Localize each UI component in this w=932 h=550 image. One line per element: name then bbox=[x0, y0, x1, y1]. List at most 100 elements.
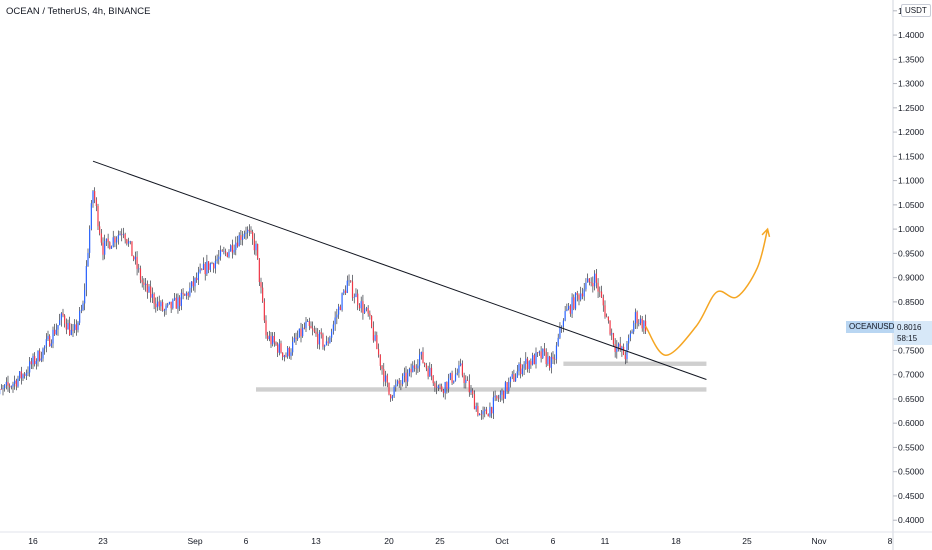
candle-body bbox=[52, 329, 54, 344]
candle-body bbox=[45, 339, 47, 347]
price-tick-label: 0.9500 bbox=[898, 248, 924, 258]
candle-body bbox=[64, 315, 66, 324]
candle-body bbox=[278, 343, 280, 353]
candle-body bbox=[90, 203, 92, 230]
candle-body bbox=[367, 307, 369, 314]
candle-body bbox=[606, 316, 608, 318]
candle-body bbox=[114, 237, 116, 243]
candle-body bbox=[144, 283, 147, 285]
candle-body bbox=[371, 315, 373, 328]
candle-body bbox=[456, 372, 458, 375]
candle-body bbox=[127, 241, 130, 244]
candle-body bbox=[206, 261, 208, 275]
candle-body bbox=[434, 383, 436, 388]
candle-body bbox=[468, 380, 470, 393]
candle-body bbox=[540, 351, 542, 359]
candle-body bbox=[398, 380, 400, 384]
candle-body bbox=[638, 323, 640, 324]
trendline[interactable] bbox=[92, 160, 707, 380]
candle-body bbox=[581, 293, 584, 297]
candle-body bbox=[424, 362, 426, 366]
candle-body bbox=[466, 379, 469, 381]
currency-unit-button[interactable]: USDT bbox=[901, 4, 931, 17]
candle-body bbox=[555, 345, 558, 360]
time-tick-label: 6 bbox=[244, 536, 249, 546]
candle-body bbox=[257, 243, 259, 259]
support-zone[interactable] bbox=[563, 361, 707, 366]
candle-body bbox=[139, 268, 142, 280]
price-tick-label: 0.7500 bbox=[898, 345, 924, 355]
candle-body bbox=[17, 378, 19, 387]
last-price-value: 0.8016 bbox=[897, 323, 922, 332]
projection-path[interactable] bbox=[644, 228, 769, 357]
candle-body bbox=[285, 355, 287, 357]
candle-body bbox=[564, 311, 566, 321]
candle-body bbox=[89, 229, 91, 253]
candle-body bbox=[324, 344, 326, 347]
candle-body bbox=[358, 305, 361, 309]
candle-body bbox=[482, 411, 484, 415]
candle-body bbox=[19, 371, 21, 379]
candle-body bbox=[639, 318, 642, 324]
candle-body bbox=[451, 373, 453, 383]
candle-body bbox=[262, 287, 264, 302]
candle-body bbox=[322, 334, 324, 347]
candle-body bbox=[303, 327, 305, 329]
candle-body bbox=[39, 350, 41, 361]
support-zone[interactable] bbox=[256, 387, 707, 392]
price-tick-label: 0.6000 bbox=[898, 418, 924, 428]
candle-body bbox=[569, 305, 571, 314]
candle-body bbox=[432, 375, 434, 384]
candle-body bbox=[230, 245, 232, 252]
candle-body bbox=[580, 293, 582, 300]
candle-body bbox=[331, 331, 333, 338]
candle-body bbox=[339, 306, 341, 311]
candle-body bbox=[243, 233, 245, 237]
candle-body bbox=[54, 329, 56, 335]
candle-body bbox=[70, 329, 72, 336]
candle-body bbox=[12, 383, 14, 387]
candle-body bbox=[287, 347, 289, 357]
candle-body bbox=[578, 294, 580, 300]
candle-body bbox=[268, 336, 270, 340]
price-tick-label: 0.5000 bbox=[898, 467, 924, 477]
candle-body bbox=[337, 306, 340, 315]
candle-body bbox=[508, 381, 510, 391]
candle-body bbox=[497, 398, 500, 400]
candle-body bbox=[184, 294, 186, 296]
candle-body bbox=[199, 269, 201, 273]
candle-body bbox=[67, 323, 69, 330]
candle-body bbox=[187, 292, 189, 296]
candle-body bbox=[82, 303, 84, 310]
candle-body bbox=[250, 230, 252, 232]
candle-body bbox=[219, 250, 222, 257]
candle-body bbox=[190, 281, 193, 288]
candle-body bbox=[288, 347, 290, 356]
candle-body bbox=[390, 394, 392, 399]
candle-body bbox=[9, 385, 11, 388]
candle-body bbox=[240, 235, 242, 240]
candle-body bbox=[407, 373, 409, 382]
candle-body bbox=[415, 367, 417, 369]
candle-body bbox=[402, 375, 404, 385]
candle-body bbox=[364, 309, 366, 313]
candle-body bbox=[15, 380, 17, 387]
candle-body bbox=[624, 354, 626, 360]
candle-body bbox=[362, 301, 364, 313]
price-tick-label: 1.2000 bbox=[898, 127, 924, 137]
candle-body bbox=[280, 343, 282, 353]
candle-body bbox=[454, 374, 457, 381]
candle-body bbox=[644, 320, 647, 332]
candle-body bbox=[422, 352, 424, 363]
time-tick-label: 25 bbox=[435, 536, 445, 546]
candle-body bbox=[460, 363, 462, 366]
candle-body bbox=[602, 297, 604, 306]
candle-body bbox=[258, 258, 260, 283]
candle-body bbox=[298, 328, 300, 338]
candle-body bbox=[213, 263, 215, 269]
candle-body bbox=[116, 239, 118, 243]
candle-body bbox=[163, 310, 165, 312]
candle-body bbox=[543, 348, 546, 352]
candle-body bbox=[126, 239, 128, 244]
